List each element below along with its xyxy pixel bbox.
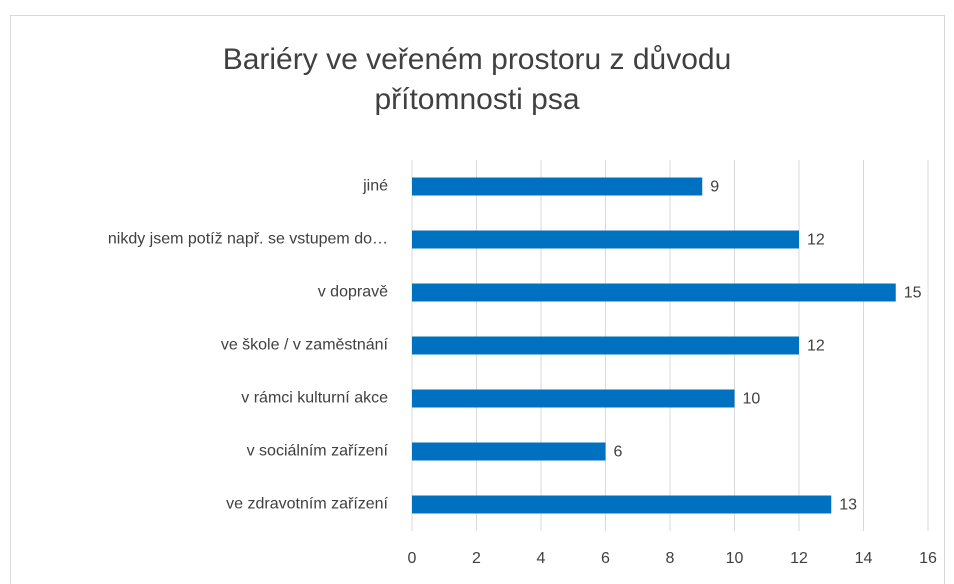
y-tick-label: ve škole / v zaměstnání	[221, 337, 389, 354]
data-label: 10	[743, 391, 761, 408]
x-tick-label: 14	[855, 550, 873, 567]
chart-title: Bariéry ve veřeném prostoru z důvodu pří…	[222, 43, 732, 116]
data-label: 12	[807, 232, 825, 249]
y-tick-label: nikdy jsem potíž např. se vstupem do…	[108, 231, 388, 248]
y-tick-label: jiné	[362, 178, 388, 195]
x-tick-label: 16	[919, 550, 937, 567]
x-tick-label: 12	[790, 550, 808, 567]
data-label: 6	[614, 444, 623, 461]
data-label: 13	[839, 497, 857, 514]
x-tick-label: 10	[726, 550, 744, 567]
bar	[412, 336, 799, 355]
x-tick-label: 2	[472, 550, 481, 567]
bar	[412, 442, 606, 461]
y-tick-label: v dopravě	[318, 284, 388, 301]
y-tick-label: v rámci kulturní akce	[241, 390, 388, 407]
bar	[412, 230, 799, 249]
x-tick-label: 8	[666, 550, 675, 567]
chart-frame	[10, 15, 945, 584]
y-tick-label: v sociálním zařízení	[247, 443, 389, 460]
x-tick-label: 4	[537, 550, 546, 567]
data-label: 15	[904, 285, 922, 302]
bar	[412, 177, 703, 196]
bar	[412, 389, 735, 408]
bar	[412, 495, 832, 514]
data-label: 12	[807, 338, 825, 355]
data-label: 9	[710, 179, 719, 196]
bar	[412, 283, 896, 302]
x-tick-label: 6	[601, 550, 610, 567]
x-tick-label: 0	[408, 550, 417, 567]
y-tick-label: ve zdravotním zařízení	[226, 496, 388, 513]
